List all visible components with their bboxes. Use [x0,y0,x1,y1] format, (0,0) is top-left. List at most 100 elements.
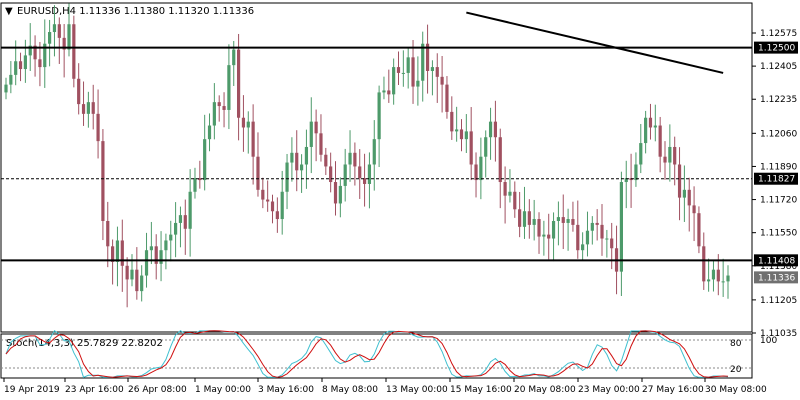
bear-candle [72,24,76,79]
stoch-label: Stoch(14,3,3) 25.7829 22.8202 [6,338,163,349]
current-price-tag [754,271,798,284]
bull-candle [232,49,236,66]
bear-candle [493,121,498,138]
bull-candle [212,102,216,126]
bear-candle [571,219,575,225]
stoch-level-80-label: 80 [730,339,742,349]
bear-candle [498,137,502,183]
bear-candle [183,215,187,229]
bull-candle [522,211,527,227]
price-pane-frame [0,2,753,333]
bear-candle [275,211,279,220]
bear-candle [125,265,129,280]
level-price-label: 1.11408 [758,256,795,266]
bear-candle [595,222,599,225]
bear-candle [319,133,323,155]
bear-candle [217,102,221,107]
bull-candle [178,215,183,223]
bear-candle [18,61,23,70]
bull-candle [551,220,556,239]
bear-candle [120,240,124,266]
bear-candle [236,49,241,118]
bear-candle [333,182,338,204]
bull-candle [43,43,47,68]
bear-candle [91,102,95,114]
bear-candle [261,189,265,200]
bull-candle [23,55,27,70]
bull-candle [348,152,352,165]
bear-candle [576,224,580,251]
bull-candle [164,240,168,251]
bull-candle [203,139,207,181]
y-tick-label: 1.12235 [760,95,797,105]
bear-candle [673,146,677,165]
level-price-label: 1.12500 [758,44,795,54]
bull-candle [227,65,231,110]
bull-candle [605,238,609,240]
x-tick-label: 20 May 08:00 [514,385,576,395]
bull-candle [140,275,144,292]
bull-candle [590,222,594,231]
bear-candle [435,67,439,77]
x-tick-label: 27 May 16:00 [642,385,704,395]
bull-candle [149,246,153,251]
bull-candle [542,234,546,237]
bull-candle [67,24,71,50]
bear-candle [101,141,105,221]
bull-candle [464,131,468,140]
bull-candle [585,230,590,245]
bear-candle [387,90,391,95]
bear-candle [537,219,541,237]
bear-candle [33,45,37,60]
bear-candle [256,156,260,190]
bull-candle [711,269,716,280]
bear-candle [527,211,531,225]
bear-candle [106,220,110,247]
y-tick-label: 1.11890 [760,162,797,172]
stoch-top-label: 100 [760,336,777,346]
bear-candle [716,269,720,282]
bull-candle [9,74,13,85]
x-tick-label: 23 May 00:00 [578,385,640,395]
bull-candle [721,281,725,283]
bear-candle [687,189,691,206]
bull-candle [421,43,425,81]
bear-candle [396,67,401,73]
bear-candle [198,178,202,181]
x-tick-label: 13 May 00:00 [386,385,448,395]
bear-candle [314,121,318,134]
level-price-label: 1.11827 [758,175,795,185]
bull-candle [377,92,381,140]
bear-candle [411,57,415,87]
x-tick-label: 19 Apr 2019 [4,385,60,395]
bear-candle [111,246,115,262]
bear-candle [358,166,362,179]
y-tick-label: 1.11550 [760,229,797,239]
bear-candle [440,76,444,85]
bear-candle [324,154,328,167]
bull-candle [484,137,488,157]
bull-candle [566,219,570,223]
x-tick-label: 3 May 16:00 [258,385,314,395]
bear-candle [266,199,270,202]
y-tick-label: 1.11035 [760,329,797,339]
bull-candle [508,191,512,196]
bear-candle [648,117,653,128]
bull-candle [304,146,309,165]
bear-candle [362,178,367,184]
bull-candle [581,244,585,251]
bull-candle [343,164,347,186]
bear-candle [241,117,246,128]
bull-candle [169,234,173,241]
bull-candle [455,129,459,132]
bull-candle [430,67,435,71]
bull-candle [4,84,8,93]
bear-candle [610,238,614,249]
y-tick-label: 1.11720 [760,196,797,206]
y-tick-label: 1.11205 [760,296,797,306]
symbol-info-label: EURUSD,H4 1.11336 1.11380 1.11320 1.1133… [17,6,254,17]
current-price-label: 1.11336 [758,273,795,283]
bull-candle [246,121,250,128]
bear-candle [270,201,275,212]
